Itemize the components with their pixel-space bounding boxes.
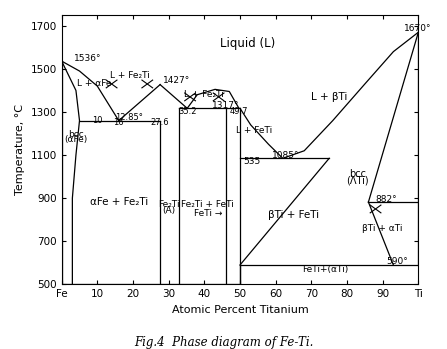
Text: FeTi+(αTi): FeTi+(αTi) [303, 266, 349, 274]
Text: L + FeTi: L + FeTi [236, 126, 272, 135]
Text: (αFe): (αFe) [64, 135, 88, 144]
Text: L + Fe₂Ti: L + Fe₂Ti [110, 71, 149, 80]
Text: 882°: 882° [375, 194, 397, 203]
Y-axis label: Temperature, °C: Temperature, °C [15, 104, 25, 195]
Text: L + αFe: L + αFe [76, 80, 111, 88]
Text: bcc: bcc [68, 130, 84, 139]
Text: 1427°: 1427° [163, 76, 190, 85]
Text: 1536°: 1536° [74, 54, 101, 63]
Text: 10: 10 [92, 116, 102, 125]
Text: L + βTi: L + βTi [311, 92, 347, 102]
Text: 16: 16 [114, 118, 124, 127]
Text: FeTi →: FeTi → [194, 209, 222, 218]
Text: Fig.4  Phase diagram of Fe-Ti.: Fig.4 Phase diagram of Fe-Ti. [134, 335, 313, 349]
Text: 1317°: 1317° [211, 102, 239, 110]
Text: 590°: 590° [386, 257, 408, 266]
Text: 12.85°: 12.85° [115, 113, 143, 122]
Text: 1670°: 1670° [404, 24, 432, 33]
Text: Fe₂Ti: Fe₂Ti [158, 200, 180, 209]
Text: 1085°: 1085° [272, 151, 299, 160]
Text: (A): (A) [162, 206, 175, 215]
Text: Fe₂Ti + FeTi: Fe₂Ti + FeTi [181, 200, 234, 209]
Text: Liquid (L): Liquid (L) [219, 37, 275, 50]
Text: 35.2: 35.2 [178, 107, 197, 116]
Text: (ΛTi): (ΛTi) [346, 176, 369, 186]
Text: βTi + FeTi: βTi + FeTi [268, 210, 319, 221]
Text: αFe + Fe₂Ti: αFe + Fe₂Ti [89, 198, 148, 208]
Text: 49.7: 49.7 [230, 107, 248, 116]
Text: L + Fe₂Ti: L + Fe₂Ti [185, 90, 224, 99]
Text: 535: 535 [244, 157, 261, 166]
X-axis label: Atomic Percent Titanium: Atomic Percent Titanium [172, 305, 308, 315]
Text: 27.6: 27.6 [151, 118, 169, 127]
Text: bcc: bcc [349, 170, 366, 179]
Text: βTi + αTi: βTi + αTi [363, 224, 403, 233]
